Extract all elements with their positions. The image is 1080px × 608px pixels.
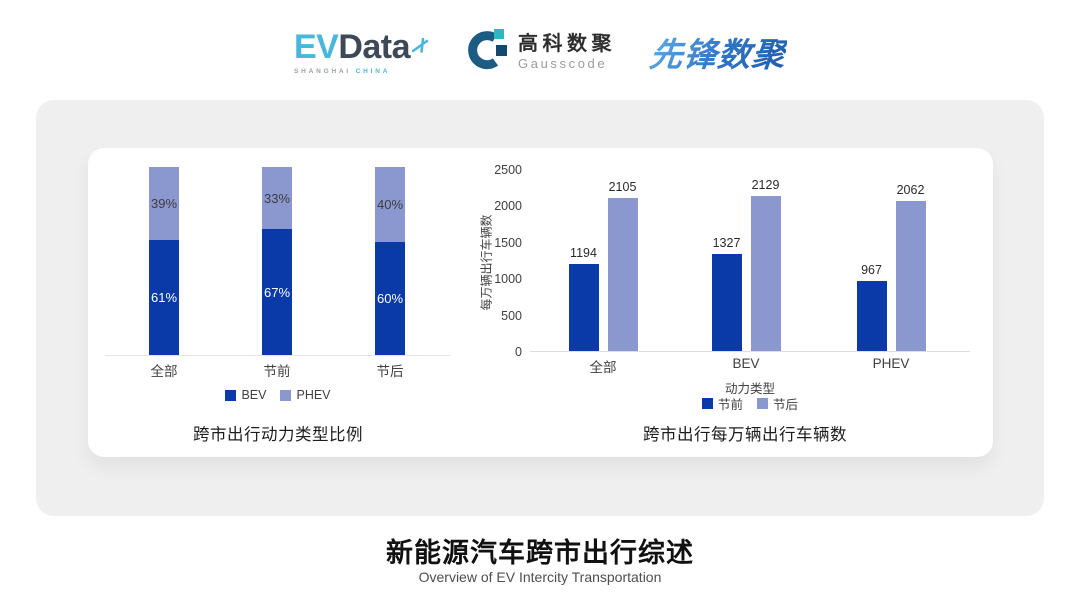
x-tick-label: 节前 — [263, 364, 291, 379]
evdata-subtitle-china: CHINA — [355, 67, 391, 75]
bar-segment-bev: 61% — [149, 240, 179, 355]
gausscode-text: 高科数聚 Gausscode — [518, 33, 616, 71]
bar-segment-bev: 67% — [262, 229, 292, 355]
legend-swatch-icon — [280, 389, 292, 401]
bar-segment-phev: 39% — [149, 167, 179, 241]
legend-item-phev: PHEV — [280, 388, 331, 402]
gausscode-g-icon — [463, 27, 509, 78]
x-tick-label: PHEV — [872, 356, 910, 371]
bar-value-label: 67% — [263, 284, 291, 300]
legend-label: PHEV — [296, 388, 331, 402]
legend-label: 节前 — [717, 398, 743, 412]
page-title: 新能源汽车跨市出行综述 — [386, 538, 694, 568]
evdata-logo: EV Data SHANGHAI CHINA — [294, 30, 429, 75]
y-tick-label: 500 — [501, 308, 522, 323]
four-point-star-icon — [411, 27, 429, 61]
evdata-ev-text: EV — [293, 27, 339, 66]
legend-item-节后: 节后 — [757, 394, 798, 413]
right-x-axis-label: 动力类型 — [724, 382, 775, 396]
y-tick-label: 1000 — [494, 272, 522, 287]
gausscode-english-name: Gausscode — [518, 56, 608, 71]
bar-value-label: 967 — [861, 262, 882, 277]
stacked-bar-chart: 39% 61% 33% 67% 40% 60% 全部 节前 节后 BEV PHEV 跨市出行动力… — [88, 148, 468, 457]
bar-segment-phev: 33% — [262, 167, 292, 230]
bar-value-label: 2105 — [608, 179, 637, 194]
bar-segment-bev: 60% — [375, 242, 405, 355]
bar-value-label: 33% — [263, 190, 291, 206]
bar-value-label: 1194 — [570, 246, 597, 261]
bar-value-label: 2062 — [896, 182, 925, 197]
y-tick-label: 0 — [515, 345, 522, 359]
legend-swatch-icon — [757, 398, 768, 409]
legend-swatch-icon — [701, 398, 713, 409]
right-chart-title: 跨市出行每万辆出行车辆数 — [643, 426, 847, 444]
page-subtitle: Overview of EV Intercity Transportation — [418, 569, 662, 585]
stacked-bar-3: 40% 60% — [375, 167, 405, 355]
pioneer-shujv-logo: 先锋数聚 — [648, 28, 789, 76]
y-tick-label: 2000 — [494, 199, 522, 214]
legend-item-节前: 节前 — [701, 394, 743, 413]
right-xticks: 全部 BEV PHEV — [530, 356, 970, 375]
legend-label: BEV — [241, 388, 267, 402]
gausscode-logo: 高科数聚 Gausscode — [463, 27, 616, 78]
left-legend: BEV PHEV — [88, 388, 468, 402]
y-tick-label: 2500 — [494, 163, 522, 177]
legend-item-bev: BEV — [225, 388, 266, 402]
bar-节后-1 — [607, 197, 638, 351]
y-tick-label: 1500 — [494, 235, 522, 250]
bar-value-label: 39% — [150, 196, 178, 212]
right-plot-area: 1194 2105 1327 2129 967 2062 — [530, 170, 970, 352]
evdata-subtitle: SHANGHAI CHINA — [294, 68, 390, 75]
x-tick-label: 全部 — [150, 364, 178, 379]
bar-segment-phev: 40% — [375, 167, 405, 243]
left-chart-title: 跨市出行动力类型比例 — [193, 426, 363, 444]
left-xticks: 全部 节前 节后 — [105, 360, 450, 379]
x-tick-label: 全部 — [589, 360, 617, 375]
right-yticks: 0 500 1000 1500 2000 2500 — [484, 163, 522, 359]
right-legend: 节前 节后 — [530, 394, 970, 413]
bar-节前-1 — [568, 264, 599, 351]
bar-value-label: 61% — [150, 290, 178, 306]
bar-value-label: 2129 — [751, 178, 780, 193]
charts-card: 39% 61% 33% 67% 40% 60% 全部 节前 节后 BEV PHEV 跨市出行动力… — [88, 148, 993, 457]
x-tick-label: 节后 — [376, 364, 404, 379]
evdata-subtitle-shanghai: SHANGHAI — [293, 67, 352, 75]
evdata-data-text: Data — [338, 27, 411, 66]
bar-value-label: 40% — [376, 197, 404, 213]
legend-swatch-icon — [225, 389, 237, 401]
gausscode-chinese-name: 高科数聚 — [518, 33, 617, 55]
stacked-bar-1: 39% 61% — [149, 167, 179, 355]
evdata-wordmark: EV Data — [294, 30, 429, 64]
x-tick-label: BEV — [732, 356, 760, 371]
bar-节后-2 — [750, 196, 781, 351]
charts-panel: 39% 61% 33% 67% 40% 60% 全部 节前 节后 BEV PHEV 跨市出行动力… — [36, 100, 1044, 516]
bar-节前-2 — [711, 254, 742, 351]
bar-节后-3 — [895, 200, 926, 351]
bar-value-label: 60% — [376, 291, 404, 307]
grouped-bar-chart: 每万辆出行车辆数 0 500 1000 1500 2000 2500 1194 2105 13… — [476, 148, 1014, 457]
stacked-bar-2: 33% 67% — [262, 167, 292, 355]
left-plot-area: 39% 61% 33% 67% 40% 60% — [105, 166, 450, 356]
legend-label: 节后 — [773, 398, 799, 412]
header-logos: EV Data SHANGHAI CHINA — [0, 22, 1080, 82]
bar-value-label: 1327 — [712, 236, 741, 251]
bar-节前-3 — [856, 280, 887, 351]
